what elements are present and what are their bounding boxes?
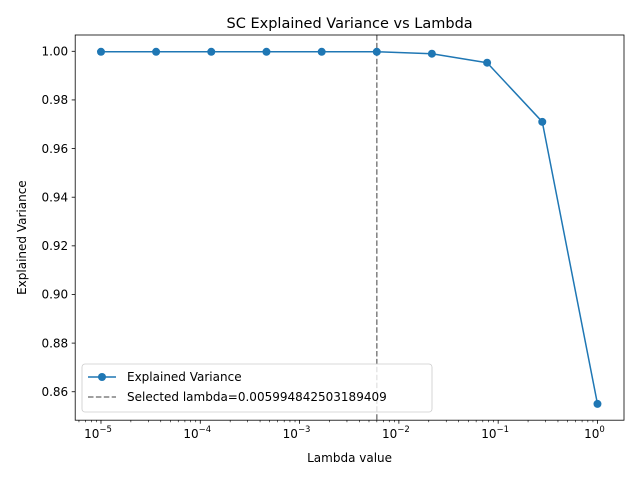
- y-axis-label: Explained Variance: [15, 180, 29, 295]
- data-point: [372, 47, 381, 56]
- data-point: [317, 47, 326, 56]
- legend-box: [81, 363, 433, 413]
- y-tick-label: 1.00: [41, 44, 68, 58]
- data-point: [262, 47, 271, 56]
- x-tick-label: 10−1: [481, 425, 509, 441]
- data-point: [593, 399, 602, 408]
- y-tick-label: 0.86: [41, 385, 68, 399]
- data-point: [96, 47, 105, 56]
- legend-label: Selected lambda=0.005994842503189409: [127, 390, 387, 404]
- legend: Explained Variance Selected lambda=0.0059…: [81, 363, 433, 413]
- y-tick-label: 0.92: [41, 239, 68, 253]
- y-tick-label: 0.98: [41, 93, 68, 107]
- y-tick-label: 0.88: [41, 336, 68, 350]
- data-point: [152, 47, 161, 56]
- x-tick-label: 10−4: [183, 425, 211, 441]
- x-tick-label: 10−5: [84, 425, 112, 441]
- y-tick-label: 0.90: [41, 288, 68, 302]
- chart-title: SC Explained Variance vs Lambda: [227, 16, 473, 32]
- plot-area: 10−5 10−4 10−3 10−2 10−1 100 0.86 0.88 0.90 0.92 0…: [41, 34, 625, 441]
- data-point: [427, 49, 436, 58]
- data-point: [207, 47, 216, 56]
- plot-frame: [74, 34, 625, 421]
- series-line: [100, 51, 599, 405]
- x-tick-label: 10−2: [382, 425, 410, 441]
- data-point: [538, 117, 547, 126]
- legend-marker: [98, 373, 106, 381]
- legend-label: Explained Variance: [127, 370, 242, 384]
- x-tick-label: 10−3: [283, 425, 311, 441]
- x-tick-label: 100: [584, 425, 605, 441]
- y-tick-label: 0.96: [41, 142, 68, 156]
- data-point: [483, 58, 492, 67]
- y-tick-label: 0.94: [41, 190, 68, 204]
- x-axis-label: Lambda value: [307, 451, 392, 465]
